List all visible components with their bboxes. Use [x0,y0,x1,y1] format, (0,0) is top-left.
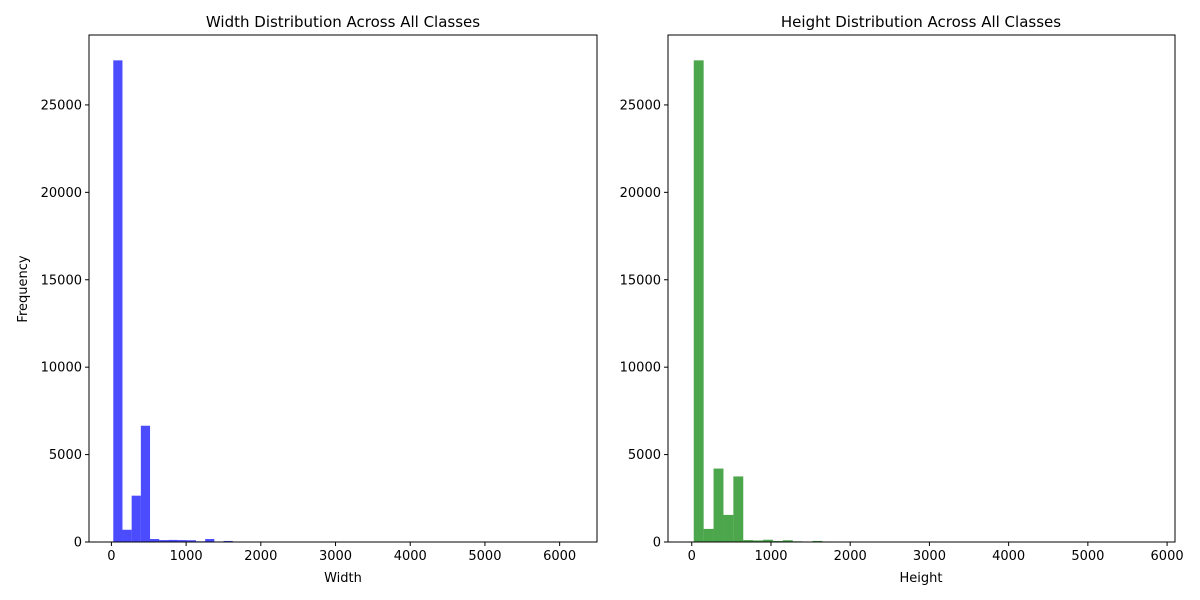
width-x-tick-label: 4000 [394,549,427,564]
height-histogram-bar [753,540,764,542]
width-histogram-bar [186,540,196,542]
width-y-tick-label: 15000 [41,273,82,288]
height-histogram-bar [763,539,773,542]
width-x-tick-label: 2000 [244,549,277,564]
height-x-tick-label: 3000 [913,549,946,564]
height-histogram-bar [703,528,714,542]
width-y-tick-label: 25000 [41,98,82,113]
height-chart-title: Height Distribution Across All Classes [781,13,1061,31]
height-histogram-bar [812,540,823,542]
height-y-tick-label: 15000 [620,273,661,288]
height-x-tick-label: 6000 [1151,549,1184,564]
width-chart-title: Width Distribution Across All Classes [206,13,480,31]
width-y-tick-label: 0 [74,536,82,551]
width-plot-frame [88,34,598,543]
width-histogram-bar [168,539,178,542]
height-x-tick-label: 4000 [992,549,1025,564]
height-y-tick-label: 20000 [620,186,661,201]
height-y-tick-label: 10000 [620,361,661,376]
height-histogram-bar [772,540,783,542]
height-histogram-bar [733,476,744,542]
height-x-axis-label: Height [900,571,943,586]
height-y-tick-label: 0 [653,536,661,551]
width-x-ticks: 0 1000 2000 3000 4000 5000 6000 [107,542,576,564]
width-histogram-bar [150,539,160,542]
height-y-tick-label: 5000 [628,448,661,463]
height-y-ticks: 0 5000 10000 15000 20000 25000 [620,98,668,551]
width-histogram-panel: Width Distribution Across All Classes 0 1… [16,13,598,586]
width-x-axis-label: Width [324,571,362,586]
width-y-ticks: 0 5000 10000 15000 20000 25000 [41,98,89,551]
width-histogram-bar [159,540,169,542]
height-x-tick-label: 5000 [1071,549,1104,564]
width-histogram-bar [205,539,215,542]
height-plot-frame [667,34,1176,543]
height-x-tick-label: 1000 [754,549,787,564]
width-y-tick-label: 20000 [41,186,82,201]
width-x-tick-label: 5000 [468,549,501,564]
width-histogram-bar [122,529,132,542]
width-x-tick-label: 6000 [543,549,576,564]
height-histogram-panel: Height Distribution Across All Classes 0… [620,13,1184,586]
height-histogram-bar [693,60,704,542]
height-histogram-bar [713,468,724,542]
width-y-tick-label: 5000 [49,448,82,463]
width-x-tick-label: 0 [107,549,115,564]
width-histogram-bar [140,425,151,542]
height-x-tick-label: 0 [688,549,696,564]
width-y-axis-label: Frequency [16,255,31,322]
height-histogram-bar [723,514,734,542]
width-x-tick-label: 1000 [170,549,203,564]
width-histogram-bar [223,540,233,542]
height-y-tick-label: 25000 [620,98,661,113]
width-histogram-bar [177,540,187,542]
height-histogram-bar [743,540,754,542]
height-x-tick-label: 2000 [834,549,867,564]
height-histogram-bar [782,540,793,542]
width-histogram-bar [131,495,141,542]
width-x-tick-label: 3000 [319,549,352,564]
width-y-tick-label: 10000 [41,361,82,376]
width-histogram-bar [113,60,123,542]
height-x-ticks: 0 1000 2000 3000 4000 5000 6000 [688,542,1184,564]
